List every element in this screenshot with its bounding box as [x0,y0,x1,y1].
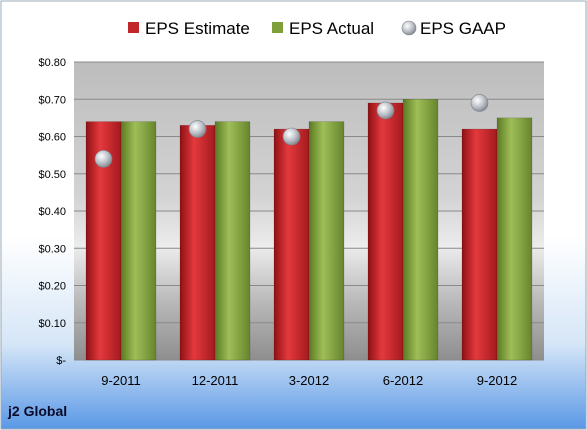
bar-eps-actual [120,121,157,361]
legend-label-eps-estimate: EPS Estimate [145,19,250,38]
y-tick-label: $- [56,355,66,367]
y-tick-label: $0.50 [38,169,66,181]
bar-eps-actual [496,117,533,361]
bar-eps-estimate [367,102,404,361]
point-eps-gaap [188,120,207,138]
x-tick-label: 3-2012 [289,373,329,388]
x-tick-label: 9-2012 [477,373,517,388]
legend-label-eps-gaap: EPS GAAP [420,19,506,38]
point-eps-gaap [94,150,113,168]
bar-eps-estimate [179,125,216,361]
y-tick-label: $0.60 [38,132,66,144]
bar-eps-estimate [273,128,310,361]
gaap-points-layer [94,94,489,168]
x-tick-label: 6-2012 [383,373,423,388]
legend: EPS Estimate EPS Actual EPS GAAP [128,19,506,38]
bar-eps-actual [402,99,439,361]
legend-swatch-eps-gaap [401,20,417,36]
point-eps-gaap [470,94,489,112]
x-axis-tick-labels: 9-2011 12-2011 3-2012 6-2012 9-2012 [101,373,517,388]
y-tick-label: $0.20 [38,281,66,293]
bar-eps-estimate [461,128,498,361]
y-tick-label: $0.80 [38,57,66,69]
legend-swatch-eps-estimate [128,22,139,33]
y-tick-label: $0.30 [38,243,66,255]
company-label: j2 Global [7,403,67,419]
y-tick-label: $0.10 [38,318,66,330]
x-tick-label: 9-2011 [101,373,141,388]
y-axis-tick-labels: $- $0.10 $0.20 $0.30 $0.40 $0.50 $0.60 $0.70 $0.… [38,57,66,367]
y-tick-label: $0.40 [38,206,66,218]
legend-label-eps-actual: EPS Actual [289,19,374,38]
point-eps-gaap [376,101,395,120]
point-eps-gaap [282,127,301,146]
x-tick-label: 12-2011 [192,373,239,388]
y-tick-label: $0.70 [38,94,66,106]
bar-eps-actual [308,121,345,361]
legend-swatch-eps-actual [272,22,283,33]
bar-eps-actual [214,121,251,361]
bars-layer [85,99,533,361]
